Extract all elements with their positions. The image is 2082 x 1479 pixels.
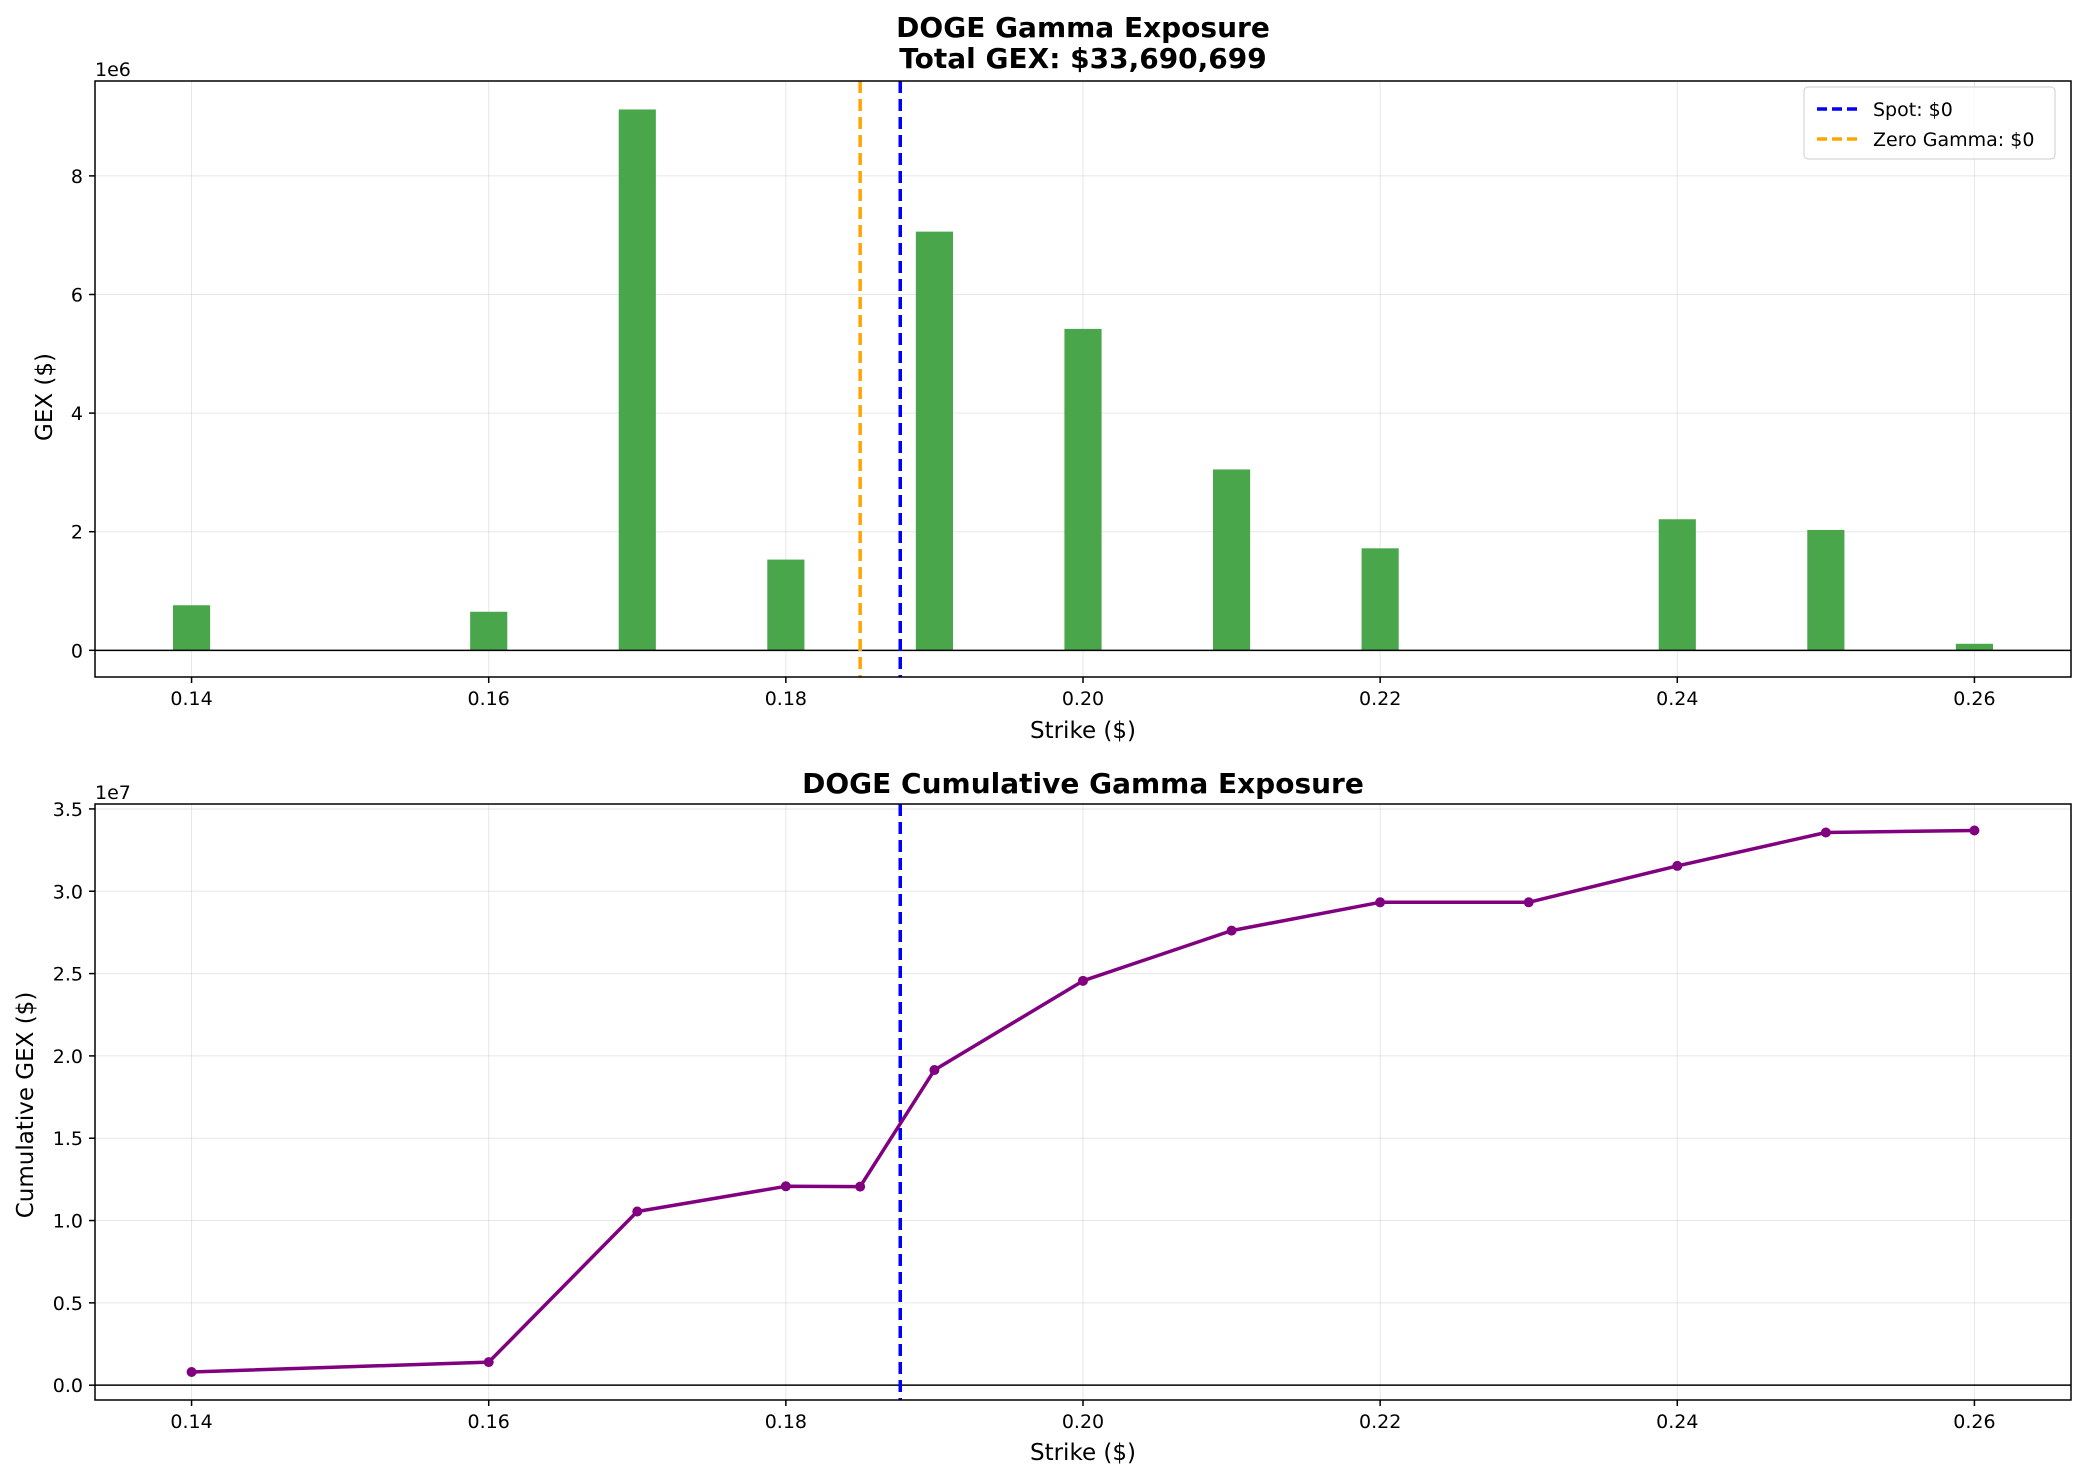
y-tick-label: 1.5 bbox=[53, 1128, 83, 1150]
y-tick-label: 6 bbox=[71, 284, 83, 306]
chart1-y-axis-label: GEX ($) bbox=[32, 353, 58, 441]
cumulative-gex-point bbox=[1969, 825, 1980, 836]
x-tick-label: 0.26 bbox=[1953, 688, 1995, 710]
x-tick-label: 0.20 bbox=[1062, 1411, 1104, 1433]
chart2-x-axis-label: Strike ($) bbox=[1030, 1440, 1136, 1466]
cumulative-gex-point bbox=[1523, 897, 1534, 908]
chart2-series bbox=[186, 825, 1980, 1378]
x-tick-label: 0.20 bbox=[1062, 688, 1104, 710]
legend-spot-label: Spot: $0 bbox=[1873, 99, 1953, 121]
x-tick-label: 0.14 bbox=[170, 1411, 212, 1433]
y-tick-label: 0.5 bbox=[53, 1293, 83, 1315]
chart1-title: DOGE Gamma Exposure bbox=[896, 11, 1270, 44]
y-tick-label: 0 bbox=[71, 640, 83, 662]
cumulative-gex-point bbox=[632, 1206, 643, 1217]
cumulative-gex-point bbox=[1672, 860, 1683, 871]
gex-bar bbox=[470, 611, 508, 651]
cumulative-gex-point bbox=[929, 1065, 940, 1076]
gex-bar bbox=[1807, 529, 1845, 651]
y-tick-label: 2 bbox=[71, 522, 83, 544]
cumulative-gex-line-chart: DOGE Cumulative Gamma Exposure 1e7 0.14 0… bbox=[13, 767, 2072, 1466]
x-tick-label: 0.16 bbox=[468, 1411, 510, 1433]
x-tick-label: 0.22 bbox=[1359, 1411, 1401, 1433]
x-tick-label: 0.24 bbox=[1656, 1411, 1698, 1433]
x-tick-label: 0.18 bbox=[765, 1411, 807, 1433]
chart2-x-ticks: 0.14 0.16 0.18 0.20 0.22 0.24 0.26 bbox=[170, 1400, 1996, 1433]
chart1-x-ticks: 0.14 0.16 0.18 0.20 0.22 0.24 0.26 bbox=[170, 677, 1996, 710]
cumulative-gex-point bbox=[186, 1367, 197, 1378]
x-tick-label: 0.14 bbox=[170, 688, 212, 710]
cumulative-gex-point bbox=[780, 1181, 791, 1192]
y-tick-label: 1.0 bbox=[53, 1211, 83, 1233]
cumulative-gex-point bbox=[1226, 925, 1237, 936]
x-tick-label: 0.24 bbox=[1656, 688, 1698, 710]
legend-box bbox=[1803, 86, 2056, 160]
x-tick-label: 0.16 bbox=[468, 688, 510, 710]
gex-bar bbox=[1064, 328, 1102, 651]
y-tick-label: 2.5 bbox=[53, 964, 83, 986]
chart1-y-offset-label: 1e6 bbox=[95, 59, 131, 81]
cumulative-gex-point bbox=[1820, 827, 1831, 838]
gex-bar bbox=[1361, 548, 1399, 651]
y-tick-label: 0.0 bbox=[53, 1375, 83, 1397]
y-tick-label: 2.0 bbox=[53, 1046, 83, 1068]
y-tick-label: 4 bbox=[71, 403, 83, 425]
chart2-frame bbox=[94, 803, 2072, 1401]
gex-bar-chart: DOGE Gamma Exposure Total GEX: $33,690,6… bbox=[32, 11, 2072, 744]
legend-zero-gamma-label: Zero Gamma: $0 bbox=[1873, 129, 2034, 151]
chart1-frame bbox=[94, 80, 2072, 678]
x-tick-label: 0.26 bbox=[1953, 1411, 1995, 1433]
x-tick-label: 0.18 bbox=[765, 688, 807, 710]
x-tick-label: 0.22 bbox=[1359, 688, 1401, 710]
gex-bar bbox=[1955, 643, 1993, 651]
y-tick-label: 8 bbox=[71, 166, 83, 188]
y-tick-label: 3.5 bbox=[53, 799, 83, 821]
chart1-y-ticks: 0 2 4 6 8 bbox=[71, 166, 95, 662]
gex-bar bbox=[767, 559, 805, 651]
cumulative-gex-point bbox=[855, 1181, 866, 1192]
chart1-bars bbox=[173, 109, 1993, 651]
chart2-y-ticks: 0.0 0.5 1.0 1.5 2.0 2.5 3.0 3.5 bbox=[53, 799, 95, 1397]
cumulative-gex-point bbox=[1078, 975, 1088, 986]
chart1-x-axis-label: Strike ($) bbox=[1030, 718, 1136, 744]
chart1-legend: Spot: $0 Zero Gamma: $0 bbox=[1803, 86, 2056, 160]
gex-bar bbox=[915, 231, 953, 651]
chart2-y-offset-label: 1e7 bbox=[95, 782, 131, 804]
cumulative-gex-point bbox=[483, 1357, 494, 1368]
chart2-title: DOGE Cumulative Gamma Exposure bbox=[802, 767, 1364, 800]
chart1-subtitle: Total GEX: $33,690,699 bbox=[899, 42, 1267, 75]
y-tick-label: 3.0 bbox=[53, 881, 83, 903]
chart2-y-axis-label: Cumulative GEX ($) bbox=[13, 992, 39, 1219]
gex-bar bbox=[173, 605, 211, 651]
chart1-reference-lines bbox=[858, 81, 903, 677]
cumulative-gex-point bbox=[1375, 897, 1386, 908]
gex-bar bbox=[1213, 469, 1251, 651]
gex-bar bbox=[618, 109, 656, 651]
chart2-grid bbox=[95, 804, 2071, 1400]
gex-bar bbox=[1658, 519, 1696, 651]
